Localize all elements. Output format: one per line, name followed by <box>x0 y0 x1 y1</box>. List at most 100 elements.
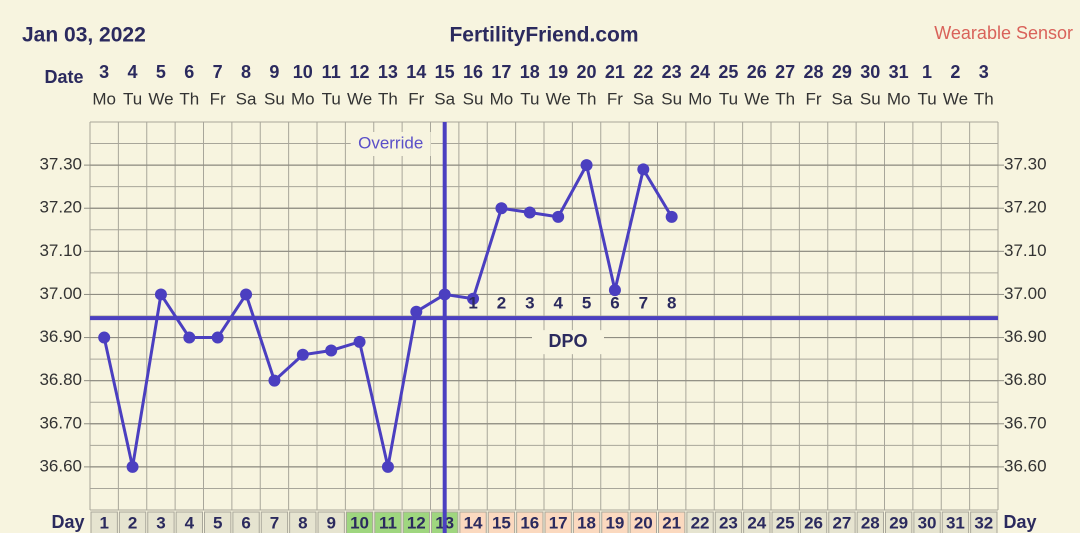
weekday-label: Tu <box>917 89 936 108</box>
temperature-point <box>381 460 394 473</box>
temperature-point <box>98 331 111 344</box>
y-tick-label: 36.70 <box>1004 413 1047 432</box>
date-label: 25 <box>718 62 738 82</box>
weekday-label: Su <box>264 89 285 108</box>
x-tick-label: 28 <box>861 513 880 532</box>
date-label: 16 <box>463 62 483 82</box>
weekday-label: Fr <box>210 89 226 108</box>
day-cell <box>516 511 544 533</box>
x-tick-label: 10 <box>350 513 369 532</box>
date-label: 5 <box>156 62 166 82</box>
day-cell <box>147 511 175 533</box>
weekday-label: We <box>546 89 571 108</box>
temperature-point <box>410 305 423 318</box>
day-cell <box>487 511 516 533</box>
date-label: 3 <box>979 62 989 82</box>
x-tick-label: 32 <box>974 513 993 532</box>
x-tick-label: 27 <box>832 513 851 532</box>
temperature-point <box>296 348 309 361</box>
weekday-label: Su <box>860 89 881 108</box>
temperature-point <box>523 206 536 219</box>
date-label: 27 <box>775 62 795 82</box>
date-label: 23 <box>662 62 682 82</box>
weekday-label: Su <box>463 89 484 108</box>
day-cell <box>714 511 743 533</box>
temperature-point <box>637 163 650 176</box>
date-row-label: Date <box>44 67 83 87</box>
weekday-label: Fr <box>408 89 424 108</box>
day-row-label: Day <box>1003 512 1036 532</box>
dpo-number: 3 <box>525 294 534 313</box>
temperature-point <box>211 331 224 344</box>
dpo-number: 8 <box>667 294 676 313</box>
date-label: 18 <box>520 62 540 82</box>
date-label: 6 <box>184 62 194 82</box>
weekday-label: Th <box>179 89 199 108</box>
date-label: 28 <box>804 62 824 82</box>
y-tick-label: 36.90 <box>1004 327 1047 346</box>
date-label: 24 <box>690 62 710 82</box>
weekday-label: Sa <box>633 89 654 108</box>
x-tick-label: 18 <box>577 513 596 532</box>
weekday-label: Th <box>775 89 795 108</box>
day-cell <box>799 511 828 533</box>
weekday-label: Mo <box>490 89 514 108</box>
date-label: 21 <box>605 62 625 82</box>
x-tick-label: 1 <box>99 513 108 532</box>
date-label: 1 <box>922 62 932 82</box>
x-tick-label: 19 <box>605 513 624 532</box>
weekday-label: Mo <box>92 89 116 108</box>
dpo-number: 1 <box>468 294 477 313</box>
x-tick-label: 11 <box>379 513 397 532</box>
dpo-number: 4 <box>553 294 563 313</box>
chart-title: FertilityFriend.com <box>449 24 638 47</box>
weekday-label: We <box>347 89 372 108</box>
day-cell <box>572 511 601 533</box>
y-tick-label: 37.10 <box>39 241 82 260</box>
x-tick-label: 7 <box>270 513 279 532</box>
x-tick-label: 25 <box>776 513 795 532</box>
date-label: 9 <box>269 62 279 82</box>
day-cell <box>317 511 345 533</box>
day-cell <box>90 511 118 533</box>
temperature-point <box>325 344 338 357</box>
day-cell <box>374 511 402 533</box>
day-row-label: Day <box>51 512 84 532</box>
date-label: 17 <box>491 62 511 82</box>
x-tick-label: 23 <box>719 513 738 532</box>
day-cell <box>175 511 203 533</box>
temperature-point <box>495 202 508 215</box>
weekday-label: Su <box>661 89 682 108</box>
weekday-label: Tu <box>520 89 539 108</box>
x-tick-label: 26 <box>804 513 823 532</box>
date-label: 26 <box>747 62 767 82</box>
x-tick-label: 4 <box>185 513 195 532</box>
weekday-label: We <box>943 89 968 108</box>
date-label: 14 <box>406 62 426 82</box>
day-cell <box>601 511 629 533</box>
y-tick-label: 37.20 <box>39 198 82 217</box>
day-cell <box>629 511 657 533</box>
day-cell <box>118 511 147 533</box>
y-tick-label: 36.70 <box>39 413 82 432</box>
temperature-point <box>552 210 565 223</box>
x-tick-label: 2 <box>128 513 137 532</box>
x-tick-label: 5 <box>213 513 222 532</box>
date-label: 31 <box>889 62 909 82</box>
weekday-label: Tu <box>322 89 341 108</box>
weekday-label: Th <box>974 89 994 108</box>
weekday-label: Mo <box>291 89 315 108</box>
y-tick-label: 37.00 <box>1004 284 1047 303</box>
temperature-point <box>353 335 366 348</box>
date-label: 15 <box>435 62 455 82</box>
chart-date: Jan 03, 2022 <box>22 24 146 47</box>
y-tick-label: 36.60 <box>1004 456 1047 475</box>
y-tick-label: 36.80 <box>39 370 82 389</box>
x-tick-label: 14 <box>464 513 483 532</box>
x-tick-label: 8 <box>298 513 307 532</box>
override-label: Override <box>358 133 423 152</box>
date-label: 2 <box>950 62 960 82</box>
day-cell <box>260 511 289 533</box>
